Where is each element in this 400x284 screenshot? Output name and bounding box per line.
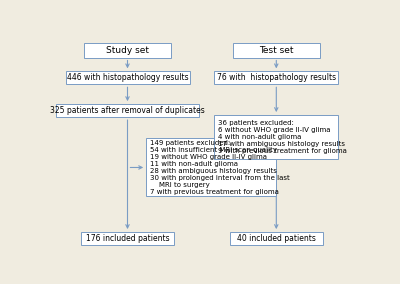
FancyBboxPatch shape [146,139,276,197]
FancyBboxPatch shape [84,43,171,58]
Text: 325 patients after removal of duplicates: 325 patients after removal of duplicates [50,106,205,115]
Text: Test set: Test set [259,46,294,55]
FancyBboxPatch shape [66,71,190,84]
Text: Study set: Study set [106,46,149,55]
Text: 40 included patients: 40 included patients [237,234,316,243]
FancyBboxPatch shape [230,232,323,245]
Text: 76 with  histopathology results: 76 with histopathology results [217,73,336,82]
FancyBboxPatch shape [81,232,174,245]
FancyBboxPatch shape [214,71,338,84]
Text: 149 patients excluded:
54 with insufficient MRI scan quality
19 without WHO grad: 149 patients excluded: 54 with insuffici… [150,140,290,195]
Text: 176 included patients: 176 included patients [86,234,169,243]
Text: 446 with histopathology results: 446 with histopathology results [67,73,188,82]
FancyBboxPatch shape [233,43,320,58]
Text: 36 patients excluded:
6 without WHO grade II-IV glima
4 with non-adult glioma
17: 36 patients excluded: 6 without WHO grad… [218,120,347,154]
FancyBboxPatch shape [214,115,338,159]
FancyBboxPatch shape [56,104,199,117]
